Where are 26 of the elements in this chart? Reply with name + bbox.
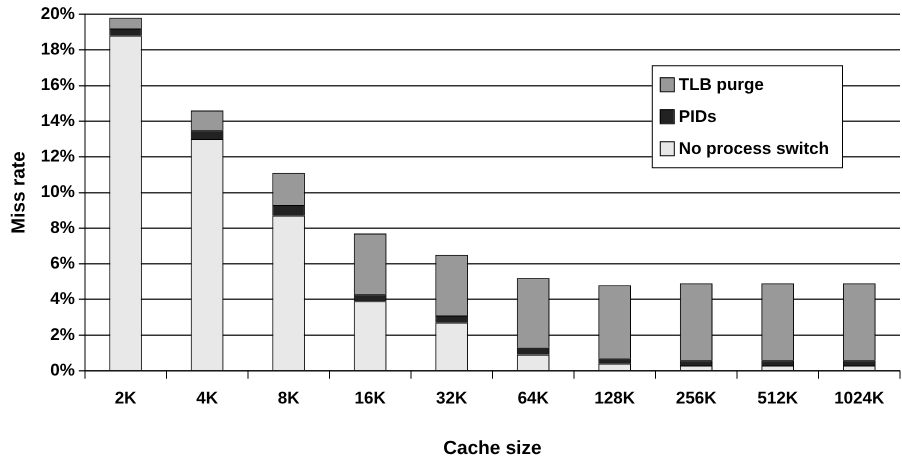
x-tick-label: 128K xyxy=(594,388,636,408)
x-tick-label: 32K xyxy=(436,388,468,408)
x-tick-label: 16K xyxy=(354,388,386,408)
x-tick-label: 4K xyxy=(196,388,219,408)
y-tick-label: 0% xyxy=(50,360,75,380)
x-axis-title: Cache size xyxy=(443,438,542,459)
y-tick-label: 20% xyxy=(40,4,75,23)
x-tick-label: 64K xyxy=(518,388,550,408)
x-tick-label: 256K xyxy=(676,388,718,408)
x-tick-label: 8K xyxy=(278,388,300,408)
legend-label: No process switch xyxy=(678,138,830,158)
y-tick-label: 18% xyxy=(40,40,75,59)
y-tick-label: 4% xyxy=(50,289,75,308)
y-tick-label: 14% xyxy=(40,110,75,130)
y-tick-label: 8% xyxy=(50,218,75,237)
legend-label: PIDs xyxy=(678,106,717,126)
y-tick-label: 10% xyxy=(40,182,75,202)
y-tick-label: 2% xyxy=(50,324,75,344)
x-tick-label: 2K xyxy=(114,388,138,408)
y-axis-title: Miss rate xyxy=(8,151,30,234)
x-tick-label: 512K xyxy=(757,388,799,408)
legend-label: TLB purge xyxy=(678,74,764,94)
x-tick-label: 1024K xyxy=(834,388,886,408)
y-tick-label: 16% xyxy=(40,75,75,94)
y-tick-label: 12% xyxy=(40,146,75,166)
y-tick-label: 6% xyxy=(50,254,75,273)
